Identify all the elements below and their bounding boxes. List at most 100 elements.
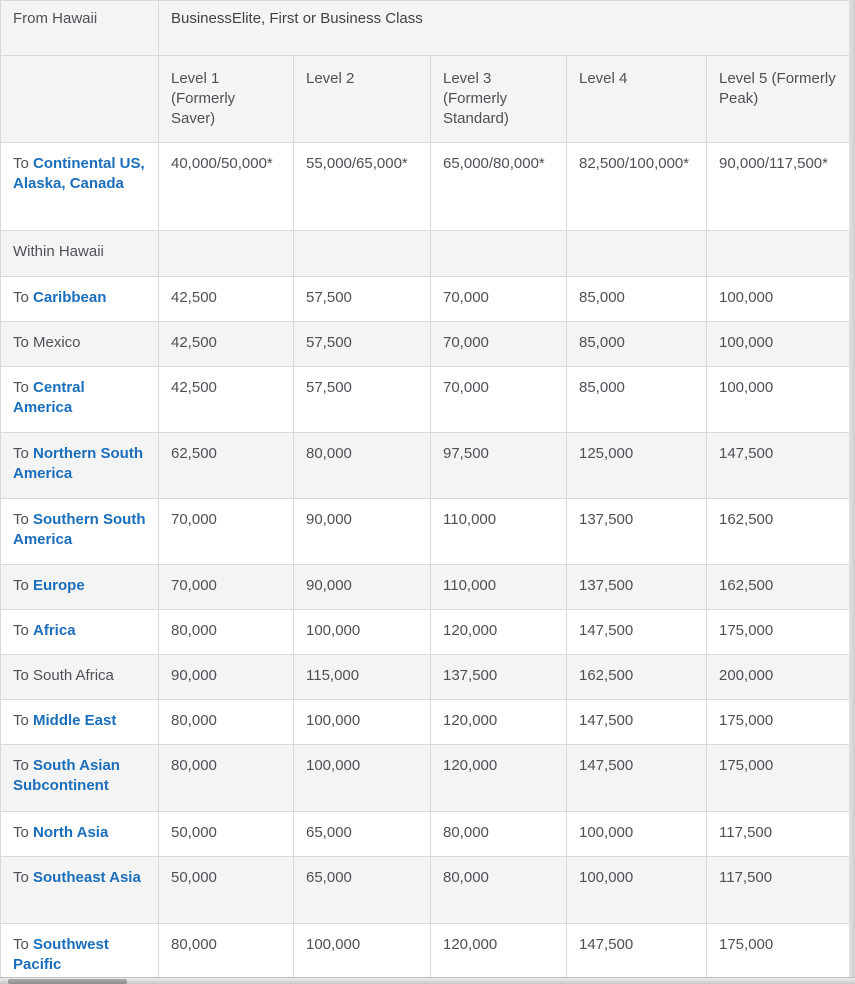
- award-miles-value: 70,000: [158, 564, 294, 610]
- destination-prefix: To: [13, 155, 34, 172]
- destination-link[interactable]: Southeast Asia: [33, 869, 141, 886]
- level-2-header: Level 2: [293, 55, 431, 143]
- award-miles-value: 100,000: [566, 856, 707, 924]
- horizontal-scrollbar-track[interactable]: [0, 977, 855, 984]
- award-miles-value: 120,000: [430, 699, 567, 745]
- level-5-header: Level 5 (Formerly Peak): [705, 55, 851, 143]
- award-miles-value: 137,500: [566, 498, 707, 565]
- route-row: To Europe 70,000 90,000 110,000 137,500 162,5…: [0, 564, 851, 610]
- award-miles-value: 120,000: [430, 923, 567, 984]
- award-miles-value: 97,500: [430, 432, 567, 499]
- award-miles-value: 80,000: [158, 609, 294, 655]
- level-4-header: Level 4: [566, 55, 707, 143]
- destination-label: Within Hawaii: [13, 243, 104, 260]
- destination-cell: To Caribbean: [0, 276, 159, 322]
- award-miles-value: 175,000: [705, 744, 851, 812]
- destination-cell: To Northern South America: [0, 432, 159, 499]
- award-miles-value: 137,500: [430, 654, 567, 700]
- award-miles-value: 57,500: [293, 366, 431, 433]
- award-miles-value: 90,000: [293, 564, 431, 610]
- award-miles-value: 85,000: [566, 366, 707, 433]
- award-miles-value: 70,000: [158, 498, 294, 565]
- destination-link[interactable]: Africa: [33, 622, 76, 639]
- award-miles-value: 85,000: [566, 321, 707, 367]
- destination-link[interactable]: Northern South America: [13, 445, 144, 482]
- award-miles-value: 147,500: [566, 699, 707, 745]
- award-miles-value: 100,000: [293, 609, 431, 655]
- award-miles-value: 137,500: [566, 564, 707, 610]
- route-row: To Continental US, Alaska, Canada 40,000/…: [0, 142, 851, 231]
- table-header-row-levels: Level 1 (Formerly Saver) Level 2 Level 3…: [0, 55, 851, 143]
- route-row: To North Asia 50,000 65,000 80,000 100,000 11…: [0, 811, 851, 857]
- destination-prefix: To: [13, 511, 34, 528]
- destination-link[interactable]: Continental US, Alaska, Canada: [13, 155, 145, 192]
- award-miles-value: 147,500: [566, 923, 707, 984]
- route-row: To Northern South America 62,500 80,000 97,…: [0, 432, 851, 499]
- award-miles-value: [293, 230, 431, 277]
- award-miles-value: 80,000: [158, 699, 294, 745]
- award-miles-value: 50,000: [158, 856, 294, 924]
- destination-link[interactable]: South Asian Subcontinent: [13, 757, 120, 794]
- destination-link[interactable]: Central America: [13, 379, 85, 416]
- route-row: To Mexico 42,500 57,500 70,000 85,000 100,000: [0, 321, 851, 367]
- route-row: To Caribbean 42,500 57,500 70,000 85,000 100,…: [0, 276, 851, 322]
- award-miles-value: 110,000: [430, 498, 567, 565]
- destination-prefix: To: [13, 622, 34, 639]
- destination-prefix: To: [13, 334, 34, 351]
- route-row: To Africa 80,000 100,000 120,000 147,500 175,…: [0, 609, 851, 655]
- award-miles-value: 100,000: [293, 923, 431, 984]
- destination-label: South Africa: [33, 667, 114, 684]
- award-miles-value: 40,000/50,000*: [158, 142, 294, 231]
- route-row: To South Africa 90,000 115,000 137,500 162,5…: [0, 654, 851, 700]
- destination-link[interactable]: Middle East: [33, 712, 117, 729]
- award-miles-value: 100,000: [705, 276, 851, 322]
- destination-cell: To Europe: [0, 564, 159, 610]
- award-miles-value: 200,000: [705, 654, 851, 700]
- destination-link[interactable]: Southern South America: [13, 511, 146, 548]
- award-miles-value: 90,000: [293, 498, 431, 565]
- level-1-header: Level 1 (Formerly Saver): [158, 55, 294, 143]
- horizontal-scrollbar-thumb[interactable]: [8, 979, 127, 984]
- empty-header-cell: [0, 55, 159, 143]
- level-3-header: Level 3 (Formerly Standard): [430, 55, 567, 143]
- cabin-class-header: BusinessElite, First or Business Class: [157, 0, 851, 56]
- award-miles-value: 57,500: [293, 276, 431, 322]
- award-miles-value: 117,500: [705, 811, 851, 857]
- award-miles-value: 80,000: [158, 923, 294, 984]
- award-miles-value: 80,000: [158, 744, 294, 812]
- destination-link[interactable]: Southwest Pacific: [13, 936, 109, 973]
- route-row: To Southeast Asia 50,000 65,000 80,000 100,0…: [0, 856, 851, 924]
- award-miles-value: 65,000/80,000*: [430, 142, 567, 231]
- origin-header: From Hawaii: [0, 0, 159, 56]
- destination-cell: To Mexico: [0, 321, 159, 367]
- destination-prefix: To: [13, 445, 34, 462]
- award-miles-value: 70,000: [430, 366, 567, 433]
- route-row: To South Asian Subcontinent 80,000 100,000…: [0, 744, 851, 812]
- destination-cell: To Africa: [0, 609, 159, 655]
- award-table-body: To Continental US, Alaska, Canada 40,000/…: [0, 142, 851, 984]
- destination-prefix: To: [13, 757, 34, 774]
- award-miles-value: 100,000: [705, 366, 851, 433]
- destination-prefix: To: [13, 667, 34, 684]
- award-miles-value: 80,000: [430, 856, 567, 924]
- destination-link[interactable]: North Asia: [33, 824, 109, 841]
- award-miles-value: 117,500: [705, 856, 851, 924]
- award-miles-value: [566, 230, 707, 277]
- award-miles-value: 42,500: [158, 276, 294, 322]
- destination-link[interactable]: Europe: [33, 577, 85, 594]
- award-miles-value: 175,000: [705, 609, 851, 655]
- destination-cell: To Southeast Asia: [0, 856, 159, 924]
- destination-link[interactable]: Caribbean: [33, 289, 107, 306]
- vertical-scrollbar-track[interactable]: [849, 0, 855, 977]
- award-miles-value: 125,000: [566, 432, 707, 499]
- destination-prefix: To: [13, 936, 34, 953]
- award-miles-value: 90,000: [158, 654, 294, 700]
- destination-cell: To Southwest Pacific: [0, 923, 159, 984]
- destination-label: Mexico: [33, 334, 81, 351]
- award-miles-value: 162,500: [566, 654, 707, 700]
- award-miles-value: 100,000: [293, 744, 431, 812]
- destination-cell: Within Hawaii: [0, 230, 159, 277]
- award-miles-value: 42,500: [158, 366, 294, 433]
